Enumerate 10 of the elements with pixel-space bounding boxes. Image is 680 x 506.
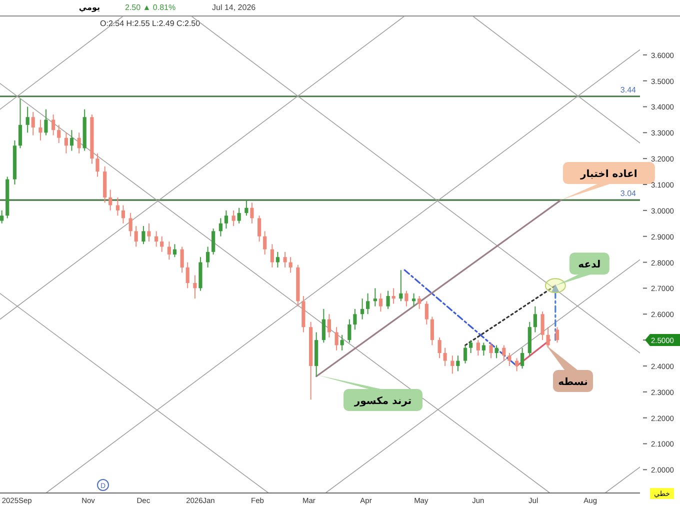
text: 2.50 ▲ 0.81% <box>125 3 176 12</box>
annotation: ترند مكسور <box>353 396 412 407</box>
annotation: نسطه <box>558 377 588 388</box>
chart-subtitle: O:2.54 H:2.55 L:2.49 C:2.50 <box>100 19 201 28</box>
chart-title: يومي <box>78 3 100 12</box>
ref-line-label: 3.04 <box>620 189 637 198</box>
ref-line-label: 3.44 <box>620 85 637 94</box>
annotation: لدعه <box>578 260 601 271</box>
text: Jul 14, 2026 <box>212 3 256 12</box>
annotation: اعاده اختبار <box>580 169 638 180</box>
